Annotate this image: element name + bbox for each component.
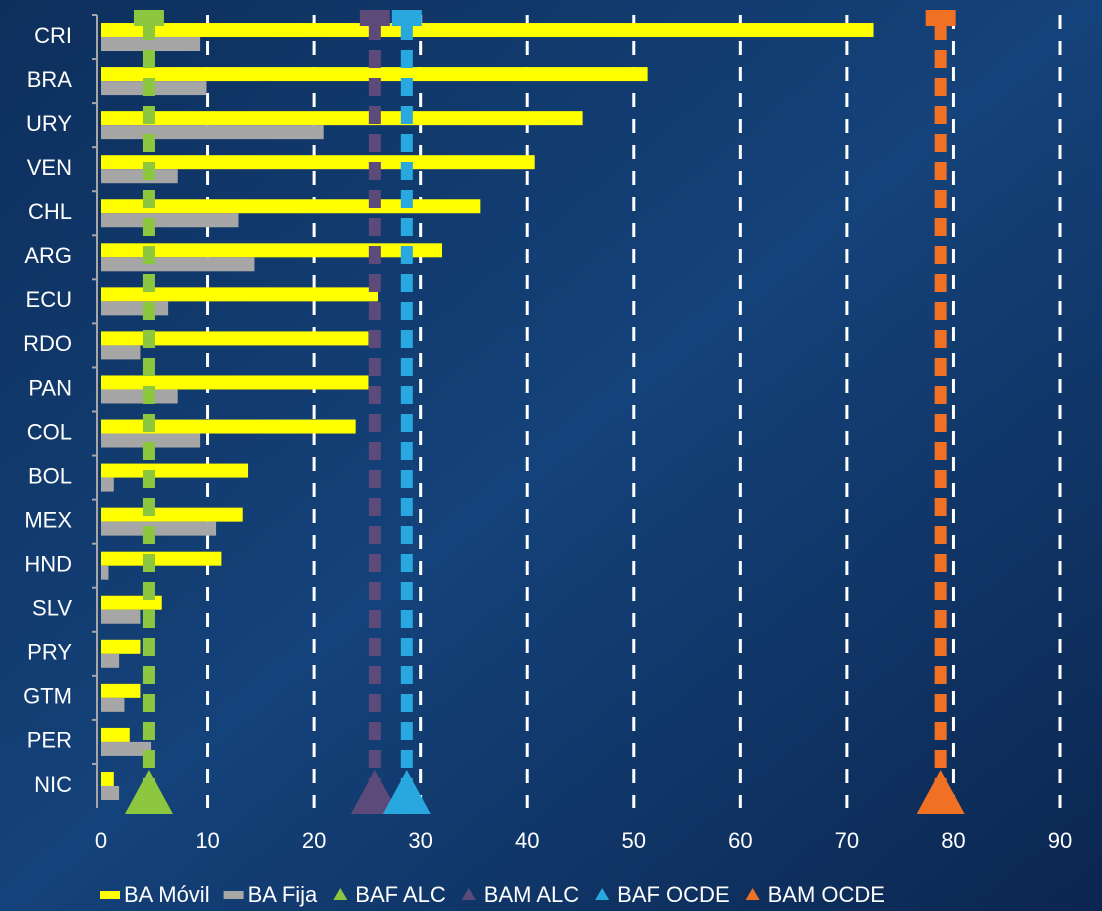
y-tick-label: PRY bbox=[27, 640, 72, 665]
legend-swatch bbox=[100, 891, 120, 899]
bar bbox=[101, 741, 152, 756]
legend-label: BAM ALC bbox=[484, 882, 579, 907]
y-tick-label: SLV bbox=[32, 596, 72, 621]
bar bbox=[101, 375, 369, 390]
bar bbox=[101, 653, 120, 668]
bar bbox=[101, 565, 109, 580]
legend-swatch bbox=[595, 888, 610, 900]
bar bbox=[101, 477, 114, 492]
bar bbox=[101, 213, 239, 228]
bar bbox=[101, 507, 243, 522]
bar bbox=[101, 683, 141, 698]
bar bbox=[101, 697, 125, 712]
bar bbox=[101, 639, 141, 654]
y-tick-label: RDO bbox=[23, 331, 72, 356]
bar bbox=[101, 345, 141, 360]
legend-label: BAF ALC bbox=[355, 882, 446, 907]
y-tick-label: COL bbox=[27, 419, 72, 444]
bar bbox=[101, 257, 255, 272]
bar bbox=[101, 37, 201, 52]
reference-marker bbox=[350, 770, 399, 814]
y-tick-label: PER bbox=[27, 728, 72, 753]
y-tick-label: MEX bbox=[24, 507, 72, 532]
legend-label: BA Fija bbox=[248, 882, 318, 907]
y-tick-label: ECU bbox=[26, 287, 72, 312]
x-tick-label: 0 bbox=[95, 828, 107, 853]
reference-marker bbox=[382, 770, 431, 814]
y-tick-label: PAN bbox=[28, 375, 72, 400]
reference-marker bbox=[916, 770, 965, 814]
bar bbox=[101, 199, 481, 214]
x-tick-label: 90 bbox=[1048, 828, 1072, 853]
x-tick-label: 60 bbox=[728, 828, 752, 853]
y-tick-label: CHL bbox=[28, 199, 72, 224]
bar bbox=[101, 23, 874, 38]
bar bbox=[101, 155, 535, 170]
legend-label: BA Móvil bbox=[124, 882, 210, 907]
bar bbox=[101, 287, 379, 302]
bar bbox=[101, 389, 178, 404]
reference-marker bbox=[124, 770, 173, 814]
legend-swatch bbox=[223, 891, 244, 899]
bar bbox=[101, 433, 201, 448]
y-tick-label: BRA bbox=[27, 67, 73, 92]
x-tick-label: 10 bbox=[195, 828, 219, 853]
bar bbox=[101, 169, 178, 184]
bar bbox=[101, 125, 324, 140]
reference-cap bbox=[925, 10, 956, 26]
x-tick-label: 30 bbox=[408, 828, 432, 853]
bar bbox=[101, 609, 141, 624]
x-tick-label: 70 bbox=[835, 828, 859, 853]
reference-cap bbox=[359, 10, 390, 26]
legend-label: BAM OCDE bbox=[768, 882, 885, 907]
bar bbox=[101, 551, 222, 566]
y-tick-label: URY bbox=[26, 111, 72, 136]
x-tick-label: 40 bbox=[515, 828, 539, 853]
bar bbox=[101, 521, 217, 536]
bar bbox=[101, 771, 114, 786]
y-tick-label: NIC bbox=[34, 772, 72, 797]
y-tick-label: ARG bbox=[24, 243, 72, 268]
y-tick-label: HND bbox=[24, 552, 72, 577]
bar bbox=[101, 67, 648, 82]
x-tick-label: 50 bbox=[622, 828, 646, 853]
legend-swatch bbox=[745, 888, 760, 900]
bar bbox=[101, 785, 120, 800]
y-tick-label: GTM bbox=[23, 684, 72, 709]
bar bbox=[101, 243, 442, 258]
legend-swatch bbox=[461, 888, 476, 900]
bar bbox=[101, 463, 249, 478]
reference-cap bbox=[391, 10, 422, 26]
legend-label: BAF OCDE bbox=[617, 882, 729, 907]
y-tick-label: CRI bbox=[34, 23, 72, 48]
y-tick-label: VEN bbox=[27, 155, 72, 180]
y-tick-label: BOL bbox=[28, 463, 72, 488]
x-tick-label: 80 bbox=[941, 828, 965, 853]
bar bbox=[101, 111, 583, 126]
x-tick-label: 20 bbox=[302, 828, 326, 853]
reference-cap bbox=[133, 10, 164, 26]
legend-swatch bbox=[333, 888, 348, 900]
bar bbox=[101, 727, 130, 742]
bar bbox=[101, 419, 356, 434]
bar bbox=[101, 301, 169, 316]
bar bbox=[101, 331, 369, 346]
